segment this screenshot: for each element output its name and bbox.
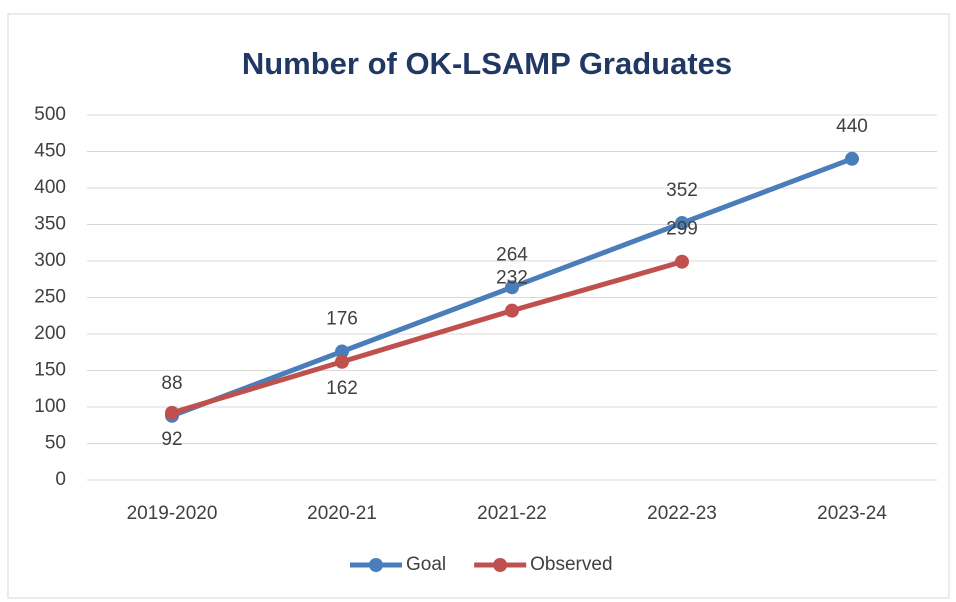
data-point — [165, 405, 179, 420]
x-tick-label: 2021-22 — [477, 503, 547, 524]
x-tick-label: 2022-23 — [647, 503, 717, 524]
data-label: 440 — [836, 116, 868, 137]
legend-marker — [493, 558, 508, 572]
y-tick-label: 150 — [34, 360, 66, 381]
y-tick-label: 300 — [34, 250, 66, 271]
data-point — [335, 344, 349, 359]
y-tick-label: 200 — [34, 323, 66, 344]
data-label: 176 — [326, 309, 358, 330]
x-tick-label: 2023-24 — [817, 503, 887, 524]
data-point — [675, 216, 689, 231]
data-label: 232 — [496, 268, 528, 289]
chart-frame — [7, 13, 950, 599]
y-tick-label: 350 — [34, 214, 66, 235]
x-tick-label: 2020-21 — [307, 503, 377, 524]
y-tick-label: 250 — [34, 287, 66, 308]
y-tick-label: 400 — [34, 177, 66, 198]
y-tick-label: 500 — [34, 104, 66, 125]
legend-label: Goal — [406, 554, 446, 575]
data-label: 92 — [161, 429, 182, 450]
data-point — [845, 151, 859, 166]
series-line — [169, 259, 685, 416]
chart-title: Number of OK-LSAMP Graduates — [242, 46, 732, 81]
data-point — [675, 254, 689, 269]
legend-marker — [369, 558, 383, 572]
y-tick-label: 0 — [55, 469, 66, 490]
y-tick-label: 50 — [45, 433, 66, 454]
data-label: 88 — [161, 373, 182, 394]
legend-label: Observed — [530, 554, 612, 575]
data-label: 162 — [326, 378, 358, 399]
data-point — [505, 280, 519, 295]
y-tick-label: 450 — [34, 141, 66, 162]
data-label: 264 — [496, 244, 528, 265]
data-point — [505, 303, 519, 318]
data-point — [335, 354, 349, 369]
x-tick-label: 2019-2020 — [127, 503, 218, 524]
data-label: 299 — [666, 219, 698, 240]
y-tick-label: 100 — [34, 396, 66, 417]
data-label: 352 — [666, 180, 698, 201]
